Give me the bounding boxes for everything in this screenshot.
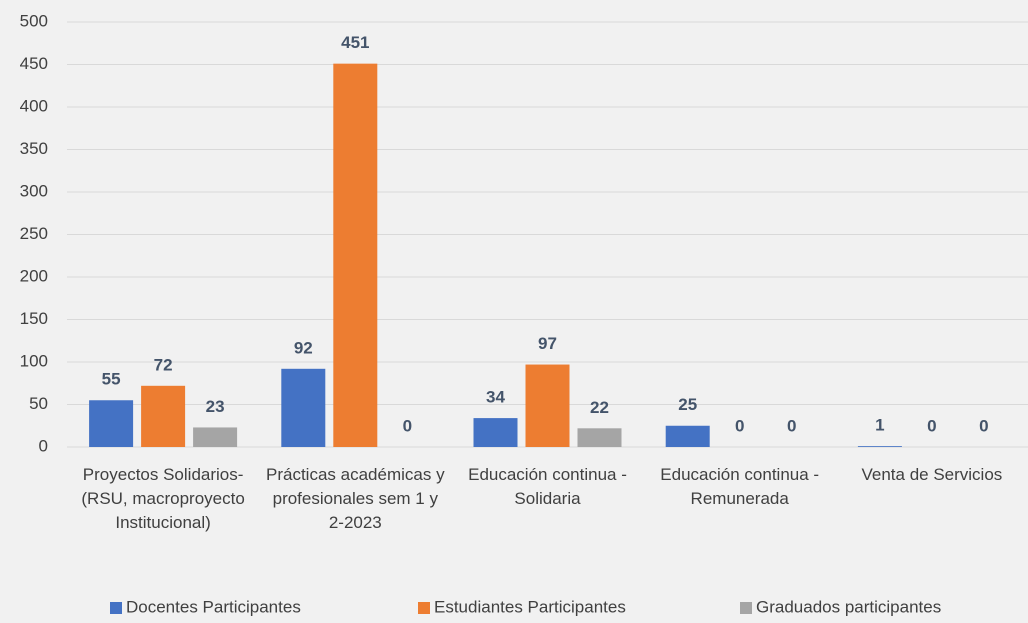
bar [89,400,134,447]
data-label: 0 [979,416,988,435]
bar [577,428,622,447]
legend-swatch [418,602,430,614]
x-tick-label: Educación continua - Remunerada [660,465,820,508]
data-label: 55 [102,370,121,389]
data-label: 34 [486,388,505,407]
data-label: 72 [154,355,173,374]
data-label: 97 [538,334,557,353]
data-label: 451 [341,33,369,52]
y-tick-label: 400 [20,96,48,115]
x-tick-label: Proyectos Solidarios- (RSU, macroproyect… [81,465,245,532]
y-tick-label: 50 [29,394,48,413]
bar [281,368,326,447]
y-tick-label: 100 [20,351,48,370]
data-label: 0 [927,416,936,435]
bar [857,446,902,447]
y-tick-label: 0 [39,436,48,455]
y-tick-label: 250 [20,224,48,243]
legend-swatch [110,602,122,614]
y-tick-label: 150 [20,309,48,328]
data-label: 22 [590,398,609,417]
bar [665,425,710,447]
y-tick-label: 300 [20,181,48,200]
y-tick-label: 450 [20,54,48,73]
data-label: 92 [294,338,313,357]
legend-label: Graduados participantes [756,597,941,616]
x-tick-label: Venta de Servicios [861,465,1003,484]
x-tick-label: Educación continua - Solidaria [468,465,627,508]
data-label: 23 [206,397,225,416]
legend-swatch [740,602,752,614]
legend-label: Docentes Participantes [126,597,301,616]
legend-label: Estudiantes Participantes [434,597,626,616]
bar [473,418,518,447]
y-tick-label: 500 [20,11,48,30]
y-tick-label: 200 [20,266,48,285]
data-label: 25 [678,395,697,414]
data-label: 0 [403,416,412,435]
bar [525,364,570,447]
bar [141,385,186,447]
data-label: 1 [875,416,884,435]
x-tick-label: Prácticas académicas y profesionales sem… [266,465,445,532]
data-label: 0 [735,416,744,435]
bar [193,427,238,447]
bar [333,63,378,448]
y-tick-label: 350 [20,139,48,158]
data-label: 0 [787,416,796,435]
